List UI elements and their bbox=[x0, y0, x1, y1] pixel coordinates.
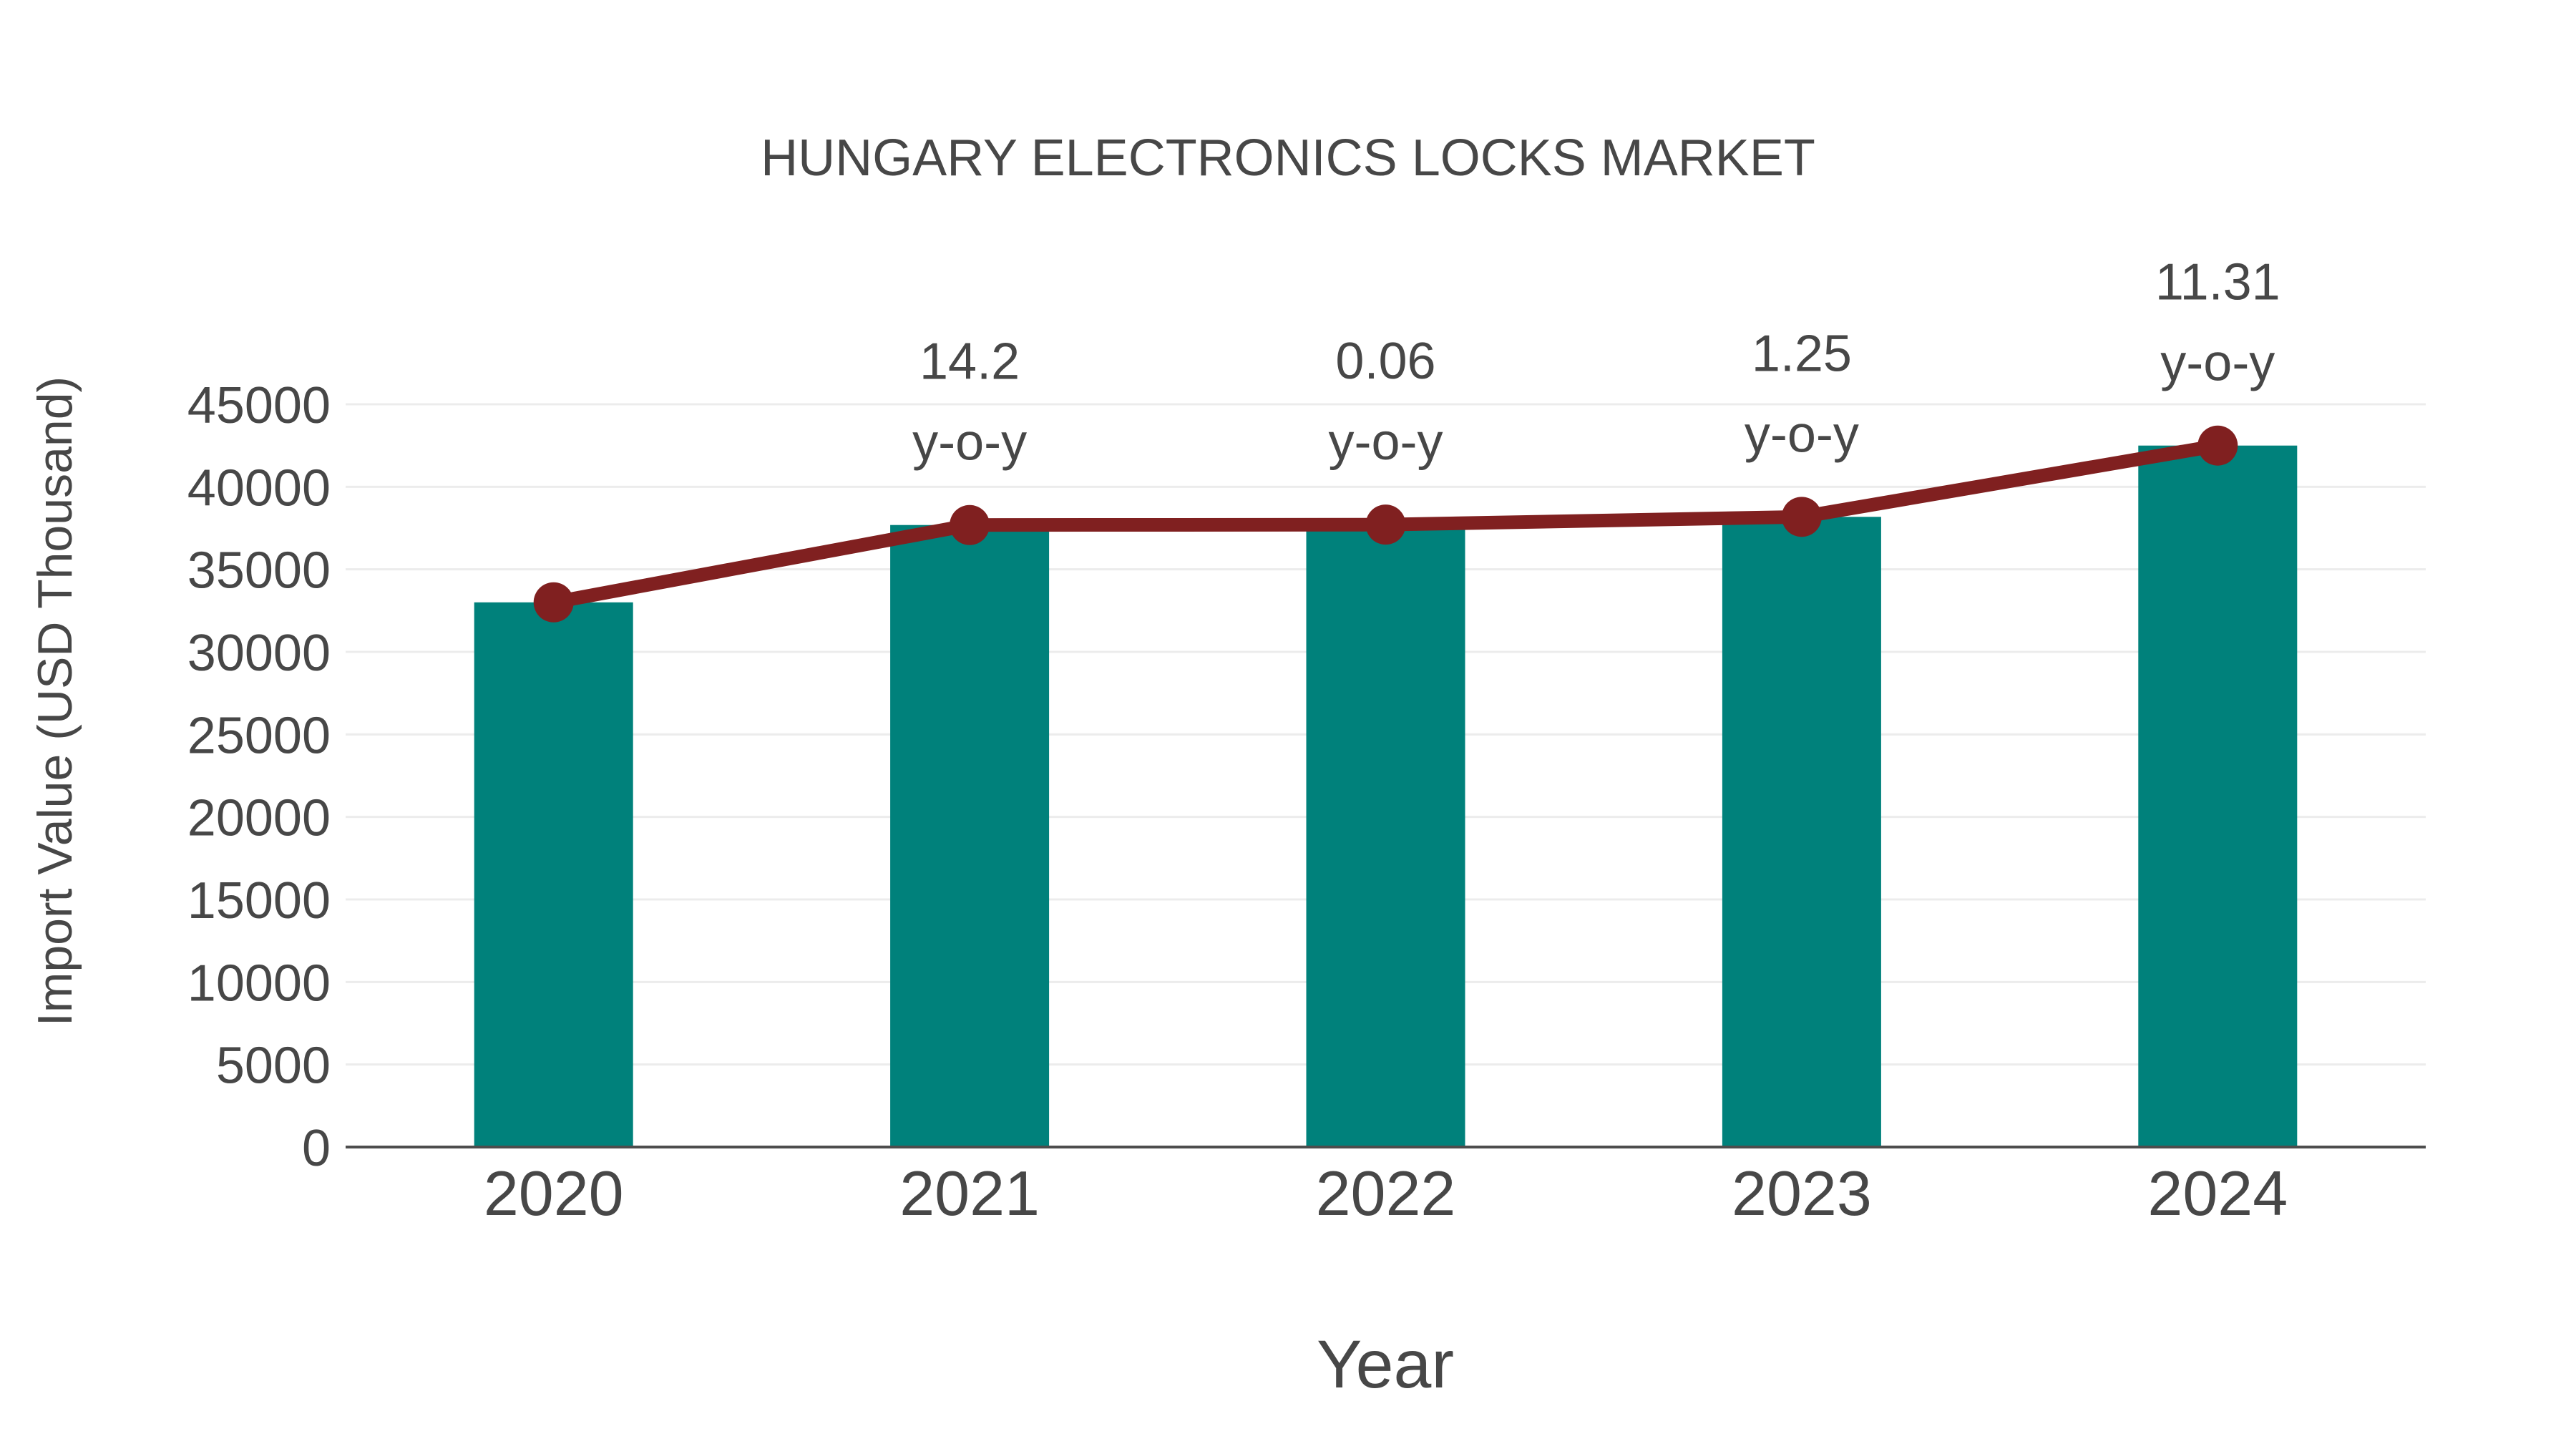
y-tick-40000: 40000 bbox=[187, 459, 331, 517]
x-axis-tick-labels: 2020 2021 2022 2023 2024 bbox=[484, 1158, 2288, 1229]
y-axis-title: Import Value (USD Thousand) bbox=[28, 376, 82, 1026]
annotation-suffix-2022: y-o-y bbox=[1329, 414, 1443, 471]
annotation-2024: 11.31 y-o-y bbox=[2155, 254, 2280, 392]
chart-title: HUNGARY ELECTRONICS LOCKS MARKET bbox=[761, 130, 1815, 187]
annotation-value-2022: 0.06 bbox=[1335, 333, 1435, 390]
bar-2021 bbox=[890, 525, 1050, 1147]
bar-2022 bbox=[1306, 525, 1465, 1147]
bar-2024 bbox=[2138, 445, 2298, 1147]
x-tick-2024: 2024 bbox=[2147, 1158, 2288, 1229]
annotation-suffix-2024: y-o-y bbox=[2160, 335, 2275, 392]
x-tick-2021: 2021 bbox=[899, 1158, 1040, 1229]
annotation-suffix-2023: y-o-y bbox=[1745, 406, 1859, 463]
y-tick-30000: 30000 bbox=[187, 625, 331, 682]
bar-2020 bbox=[474, 602, 633, 1147]
yoy-annotations: 14.2 y-o-y 0.06 y-o-y 1.25 y-o-y 11.31 y-o-y bbox=[912, 254, 2280, 472]
y-tick-0: 0 bbox=[302, 1120, 331, 1177]
line-marker-2023 bbox=[1781, 497, 1822, 537]
y-tick-20000: 20000 bbox=[187, 790, 331, 847]
line-series bbox=[533, 425, 2238, 623]
annotation-2022: 0.06 y-o-y bbox=[1329, 333, 1443, 471]
line-marker-2024 bbox=[2197, 425, 2238, 466]
y-tick-10000: 10000 bbox=[187, 955, 331, 1012]
y-tick-5000: 5000 bbox=[216, 1038, 331, 1095]
x-tick-2022: 2022 bbox=[1316, 1158, 1456, 1229]
x-tick-2020: 2020 bbox=[484, 1158, 624, 1229]
annotation-2023: 1.25 y-o-y bbox=[1745, 325, 1859, 463]
x-axis-title: Year bbox=[1317, 1327, 1454, 1402]
x-tick-2023: 2023 bbox=[1732, 1158, 1872, 1229]
y-tick-35000: 35000 bbox=[187, 542, 331, 600]
y-tick-45000: 45000 bbox=[187, 377, 331, 434]
bar-2023 bbox=[1722, 517, 1881, 1147]
line-marker-2020 bbox=[533, 582, 574, 623]
y-tick-15000: 15000 bbox=[187, 872, 331, 930]
line-marker-2021 bbox=[950, 504, 990, 545]
annotation-suffix-2021: y-o-y bbox=[912, 414, 1027, 472]
y-axis-tick-labels: 0 5000 10000 15000 20000 25000 30000 35000 40000… bbox=[187, 377, 331, 1177]
y-tick-25000: 25000 bbox=[187, 707, 331, 764]
annotation-value-2023: 1.25 bbox=[1752, 325, 1852, 382]
annotation-value-2024: 11.31 bbox=[2155, 254, 2280, 311]
annotation-value-2021: 14.2 bbox=[919, 333, 1020, 391]
annotation-2021: 14.2 y-o-y bbox=[912, 333, 1027, 472]
bar-series bbox=[474, 445, 2298, 1147]
line-marker-2022 bbox=[1365, 504, 1406, 545]
